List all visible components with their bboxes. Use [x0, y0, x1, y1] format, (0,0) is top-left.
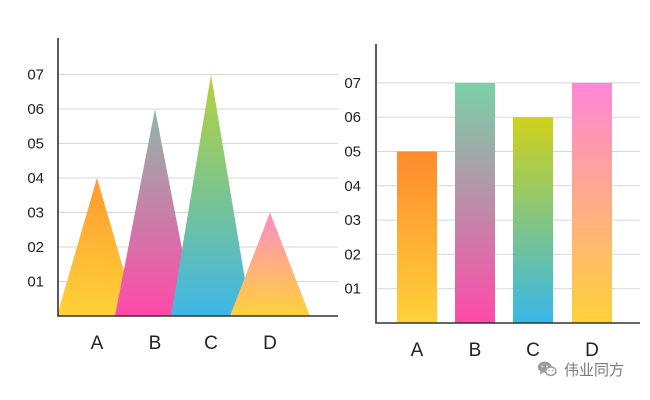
right-x-tick-labels: A B C D: [411, 340, 599, 361]
left-y-tick-labels: 01 02 03 04 05 06 07: [27, 67, 44, 291]
x-tick-label-d: D: [263, 333, 277, 354]
left-triangles: [57, 74, 310, 316]
wechat-icon: [537, 361, 557, 377]
triangle-c: [171, 74, 251, 316]
y-tick-label: 01: [344, 281, 361, 298]
x-tick-label-c: C: [526, 340, 540, 361]
left-x-tick-labels: A B C D: [91, 333, 277, 354]
y-tick-label: 05: [27, 136, 44, 153]
triangle-a: [57, 178, 137, 316]
right-y-tick-labels: 01 02 03 04 05 06 07: [344, 75, 361, 298]
x-tick-label-c: C: [204, 333, 218, 354]
watermark-text: 伟业同方: [564, 360, 625, 379]
triangle-b: [115, 109, 195, 316]
x-tick-label-a: A: [411, 340, 424, 361]
triangle-d: [230, 212, 310, 316]
bar-a: [397, 151, 437, 323]
y-tick-label: 06: [27, 101, 44, 118]
left-axes: [57, 38, 338, 317]
y-tick-label: 03: [344, 212, 361, 229]
bar-b: [455, 82, 495, 324]
y-tick-label: 07: [27, 67, 44, 84]
x-tick-label-a: A: [91, 333, 104, 354]
watermark: 伟业同方: [536, 358, 624, 380]
right-axes: [375, 44, 640, 324]
y-tick-label: 04: [344, 178, 361, 195]
y-tick-label: 03: [27, 205, 44, 222]
y-tick-label: 02: [344, 246, 361, 263]
bar-c: [513, 117, 553, 323]
y-tick-label: 01: [27, 274, 44, 291]
y-tick-label: 07: [344, 75, 361, 92]
triangle-chart: 01 02 03 04 05 06 07 A B C D: [27, 38, 338, 354]
right-bars: [397, 82, 612, 324]
y-tick-label: 04: [27, 170, 44, 187]
y-tick-label: 05: [344, 144, 361, 161]
bar-chart: 01 02 03 04 05 06 07 A B C D: [344, 44, 640, 361]
y-tick-label: 06: [344, 109, 361, 126]
x-tick-label-d: D: [585, 340, 599, 361]
x-tick-label-b: B: [469, 340, 482, 361]
x-tick-label-b: B: [149, 333, 162, 354]
y-tick-label: 02: [27, 239, 44, 256]
bar-d: [572, 82, 612, 324]
